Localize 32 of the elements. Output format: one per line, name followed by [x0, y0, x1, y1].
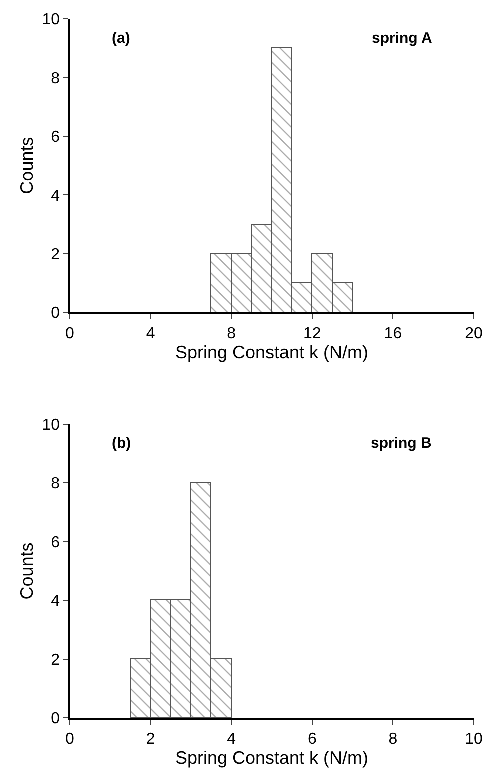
y-tick-label: 4: [51, 593, 60, 610]
y-axis-title: Counts: [16, 137, 37, 194]
y-tick-label: 10: [42, 417, 60, 434]
x-tick-label: 20: [465, 326, 483, 343]
x-tick-label: 6: [308, 730, 317, 748]
y-tick-label: 6: [51, 129, 60, 146]
y-tick-label: 2: [51, 652, 60, 669]
x-tick-label: 8: [388, 730, 398, 748]
y-tick-label: 0: [51, 710, 60, 728]
x-axis-title: Spring Constant k (N/m): [175, 748, 369, 768]
x-tick-label: 0: [66, 326, 75, 343]
x-tick-label: 0: [66, 730, 75, 748]
y-axis-title: Counts: [16, 542, 37, 600]
x-tick-label: 2: [146, 730, 156, 748]
y-tick-label: 4: [51, 188, 60, 205]
y-tick-label: 8: [51, 70, 60, 88]
x-tick-label: 16: [384, 326, 402, 343]
x-tick-label: 8: [227, 326, 236, 343]
y-tick-label: 6: [51, 534, 60, 552]
x-axis-title: Spring Constant k (N/m): [175, 342, 369, 363]
y-tick-label: 10: [42, 12, 60, 29]
y-tick-label: 8: [51, 476, 60, 493]
y-tick-label: 0: [51, 305, 60, 322]
x-tick-label: 12: [304, 326, 322, 343]
y-tick-label: 2: [51, 246, 60, 264]
annotation: spring A: [372, 30, 432, 47]
annotation: spring B: [371, 435, 432, 452]
annotation: (a): [112, 30, 130, 47]
x-tick-label: 4: [227, 730, 236, 748]
x-tick-label: 10: [465, 730, 483, 748]
annotation: (b): [112, 435, 132, 452]
x-tick-label: 4: [146, 326, 156, 343]
